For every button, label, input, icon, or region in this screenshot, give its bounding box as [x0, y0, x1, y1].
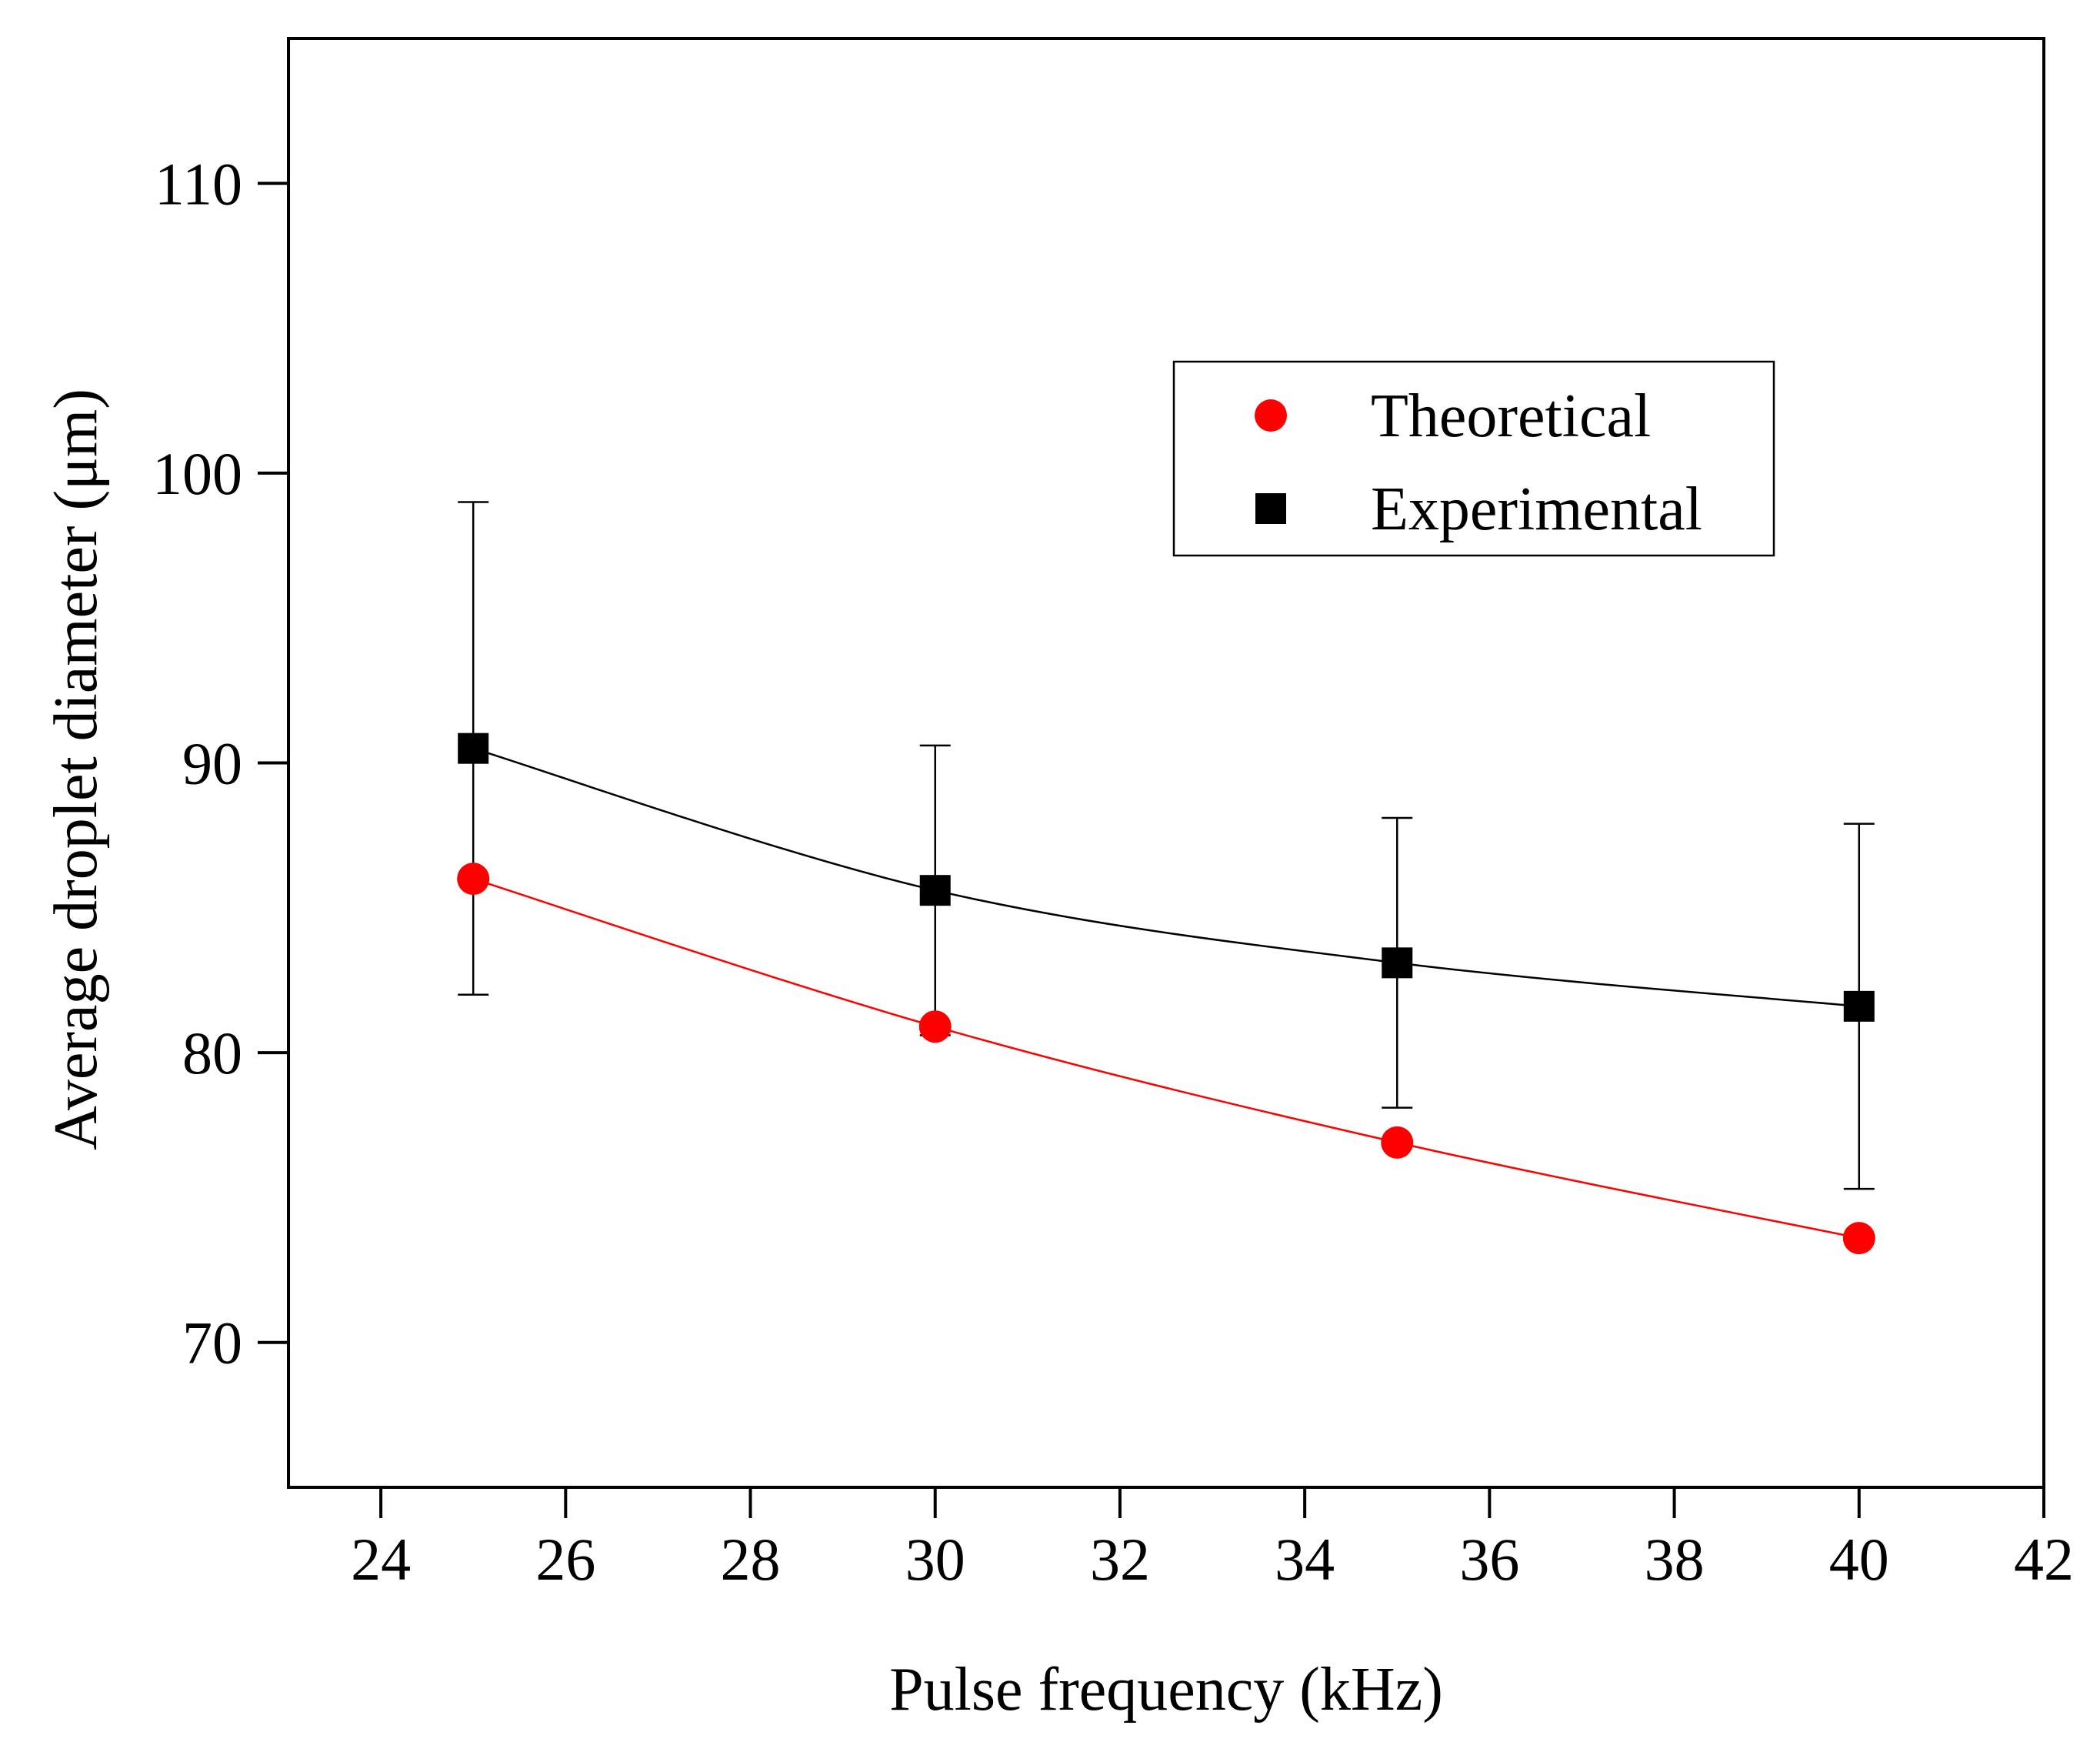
point-theoretical-25 [457, 863, 490, 896]
y-tick-label-70: 70 [182, 1310, 242, 1377]
x-tick-label-32: 32 [1090, 1526, 1150, 1593]
point-theoretical-30 [918, 1010, 952, 1043]
y-axis: 70 80 90 100 110 [152, 150, 288, 1377]
legend-label-theoretical: Theoretical [1371, 382, 1651, 450]
legend: Theoretical Experimental [1172, 360, 1775, 557]
y-tick-label-90: 90 [182, 730, 242, 797]
series-layer [457, 501, 1875, 1255]
legend-marker-experimental [1255, 493, 1286, 524]
point-theoretical-40 [1842, 1222, 1875, 1255]
y-tick-label-110: 110 [155, 150, 242, 217]
x-tick-label-24: 24 [351, 1526, 411, 1593]
x-tick-label-30: 30 [905, 1526, 965, 1593]
x-tick-label-42: 42 [2014, 1526, 2074, 1593]
y-axis-title: Average droplet diameter (μm) [42, 389, 110, 1150]
point-experimental-35 [1382, 947, 1413, 979]
point-experimental-30 [919, 875, 951, 906]
x-tick-label-40: 40 [1829, 1526, 1889, 1593]
y-tick-label-100: 100 [152, 440, 242, 507]
x-tick-label-38: 38 [1645, 1526, 1705, 1593]
x-axis: 24 26 28 30 32 34 36 38 40 42 [351, 1487, 2074, 1593]
legend-marker-theoretical [1255, 399, 1287, 432]
legend-label-experimental: Experimental [1371, 476, 1702, 543]
x-tick-label-26: 26 [535, 1526, 595, 1593]
y-tick-label-80: 80 [182, 1020, 242, 1086]
point-experimental-25 [458, 733, 489, 764]
x-tick-label-34: 34 [1275, 1526, 1335, 1593]
x-tick-label-36: 36 [1459, 1526, 1519, 1593]
series-line-experimental [472, 747, 1859, 1008]
series-line-theoretical [472, 877, 1860, 1240]
point-experimental-40 [1843, 990, 1875, 1022]
x-tick-label-28: 28 [721, 1526, 781, 1593]
x-axis-title: Pulse frequency (kHz) [889, 1656, 1443, 1724]
plot-frame [287, 37, 2045, 1489]
point-theoretical-35 [1381, 1126, 1414, 1159]
